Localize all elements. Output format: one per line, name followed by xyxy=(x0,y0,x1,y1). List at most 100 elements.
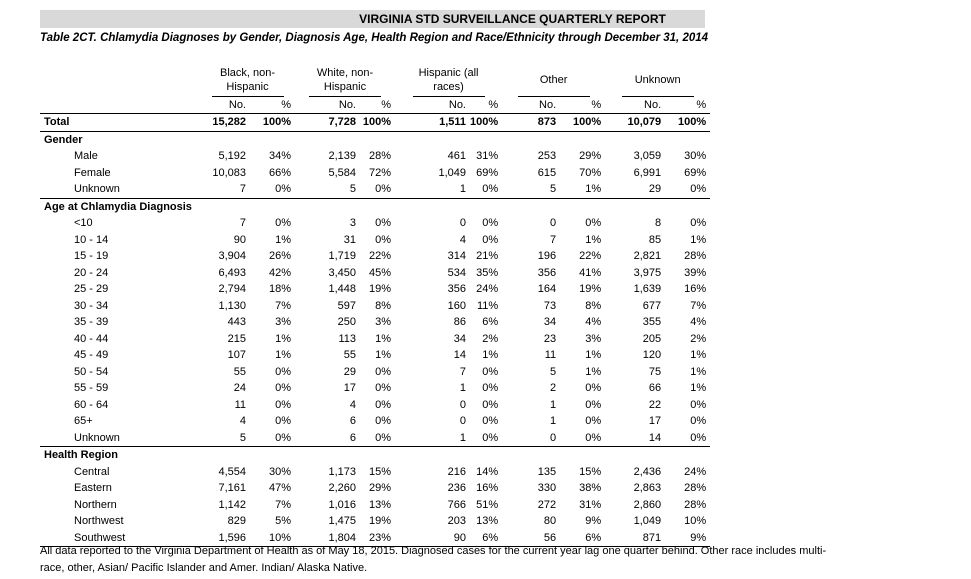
cell: 34% xyxy=(268,150,291,162)
cell: 0% xyxy=(690,217,707,229)
cell: 3,450 xyxy=(328,266,356,279)
cell: 7% xyxy=(275,299,291,312)
cell: 5 xyxy=(349,183,356,195)
cell: 0% xyxy=(482,365,499,378)
cell: 28% xyxy=(368,150,391,162)
cell: 6% xyxy=(470,529,503,547)
cell: 1,049 xyxy=(633,515,662,527)
table-row: Unknown 5 0% 6 0% 1 0% 0 0% 14 0% xyxy=(40,430,710,447)
table-row: 65+ 4 0% 6 0% 0 0% 1 0% 17 0% xyxy=(40,413,710,430)
cell: 164 xyxy=(537,283,557,295)
cell: 10,083 xyxy=(212,166,246,179)
cell: 2,436 xyxy=(633,465,662,478)
cell: 19% xyxy=(579,283,602,295)
cell: 8% xyxy=(585,299,602,312)
cell: 5 xyxy=(550,365,557,378)
cell: 1 xyxy=(459,382,466,394)
row-label: 60 - 64 xyxy=(74,398,109,411)
section-row: Gender xyxy=(40,130,711,148)
cell: 0% xyxy=(482,398,499,411)
cell: 100% xyxy=(360,113,395,131)
row-label: 30 - 34 xyxy=(74,299,109,312)
cell: 2,139 xyxy=(328,150,356,162)
cell: 10% xyxy=(684,515,707,527)
cell: 1,049 xyxy=(438,166,466,179)
cell: 215 xyxy=(227,332,246,345)
cell: 0% xyxy=(482,183,499,195)
cell: 5 xyxy=(550,183,557,195)
cell: 4 xyxy=(239,415,246,427)
cell: 6 xyxy=(349,415,356,427)
table-row: Male 5,192 34% 2,139 28% 461 31% 253 29% 3,059 30% xyxy=(40,148,710,165)
table-row: Total 15,282 100% 7,728 100% 1,511 100% 873 100%… xyxy=(40,113,711,131)
table-row: 50 - 54 55 0% 29 0% 7 0% 5 1% 75 1% xyxy=(40,364,710,381)
cell: 13% xyxy=(476,515,499,527)
cell: 0 xyxy=(459,415,466,427)
cell: 0% xyxy=(690,183,707,195)
column-header: % xyxy=(381,99,391,111)
cell: 1 xyxy=(459,183,466,195)
cell: 7 xyxy=(239,183,246,195)
cell: 1,448 xyxy=(328,283,356,295)
blank-cell xyxy=(40,97,200,114)
cell: 23% xyxy=(360,529,395,547)
cell: 2,860 xyxy=(633,498,662,511)
cell: 0% xyxy=(375,382,391,394)
cell: 2% xyxy=(690,332,707,345)
cell: 100% xyxy=(560,113,606,131)
row-label: Northern xyxy=(74,498,117,511)
cell: 356 xyxy=(447,283,466,295)
cell: 28% xyxy=(684,482,707,494)
cell: 30% xyxy=(268,465,291,478)
cell: 677 xyxy=(642,299,662,312)
cell: 22 xyxy=(648,398,662,411)
row-label: Unknown xyxy=(74,183,120,195)
cell: 1% xyxy=(690,233,707,246)
cell: 160 xyxy=(447,299,466,312)
table-row: Female 10,083 66% 5,584 72% 1,049 69% 615 70% 6,9… xyxy=(40,165,710,182)
cell: 2,863 xyxy=(633,482,662,494)
row-label: 40 - 44 xyxy=(74,332,109,345)
cell: 24% xyxy=(476,283,499,295)
cell: 14 xyxy=(453,349,466,361)
cell: 615 xyxy=(537,166,557,179)
table-row: Central 4,554 30% 1,173 15% 216 14% 135 15% 2,436… xyxy=(40,464,710,481)
cell: 2% xyxy=(482,332,499,345)
cell: 0% xyxy=(275,398,291,411)
row-label: 35 - 39 xyxy=(74,316,109,328)
cell: 0% xyxy=(375,217,391,229)
cell: 34 xyxy=(453,332,466,345)
footnote: All data reported to the Virginia Depart… xyxy=(40,545,827,574)
cell: 1,804 xyxy=(295,529,360,547)
table-row: Northern 1,142 7% 1,016 13% 766 51% 272 31% 2,860… xyxy=(40,497,710,514)
row-label: 25 - 29 xyxy=(74,283,109,295)
cell: 24 xyxy=(233,382,246,394)
cell: 14 xyxy=(648,431,662,444)
data-table: Black, non-Hispanic White, non-Hispanic Hi… xyxy=(40,63,711,547)
cell: 73 xyxy=(543,299,557,312)
cell: 1,639 xyxy=(633,283,662,295)
group-name: Unknown xyxy=(621,64,694,97)
cell: 216 xyxy=(447,465,466,478)
cell: 100% xyxy=(250,113,295,131)
row-label: Central xyxy=(74,465,110,478)
row-label: 55 - 59 xyxy=(74,382,109,394)
cell: 8% xyxy=(375,299,391,312)
cell: 7,161 xyxy=(218,482,246,494)
row-label: Eastern xyxy=(74,482,112,494)
cell: 34 xyxy=(543,316,557,328)
cell: 66 xyxy=(648,382,662,394)
cell: 35% xyxy=(476,266,499,279)
section-title: Age at Chlamydia Diagnosis xyxy=(40,197,711,215)
cell: 7% xyxy=(275,498,291,511)
row-label: 65+ xyxy=(74,415,93,427)
column-header: No. xyxy=(539,99,557,111)
cell: 0% xyxy=(585,382,602,394)
cell: 0% xyxy=(375,431,391,444)
cell: 3% xyxy=(275,316,291,328)
cell: 55 xyxy=(343,349,356,361)
column-header: % xyxy=(488,99,499,111)
table-row: 20 - 24 6,493 42% 3,450 45% 534 35% 356 41% 3,975… xyxy=(40,265,710,282)
cell: 75 xyxy=(648,365,662,378)
cell: 80 xyxy=(543,515,557,527)
